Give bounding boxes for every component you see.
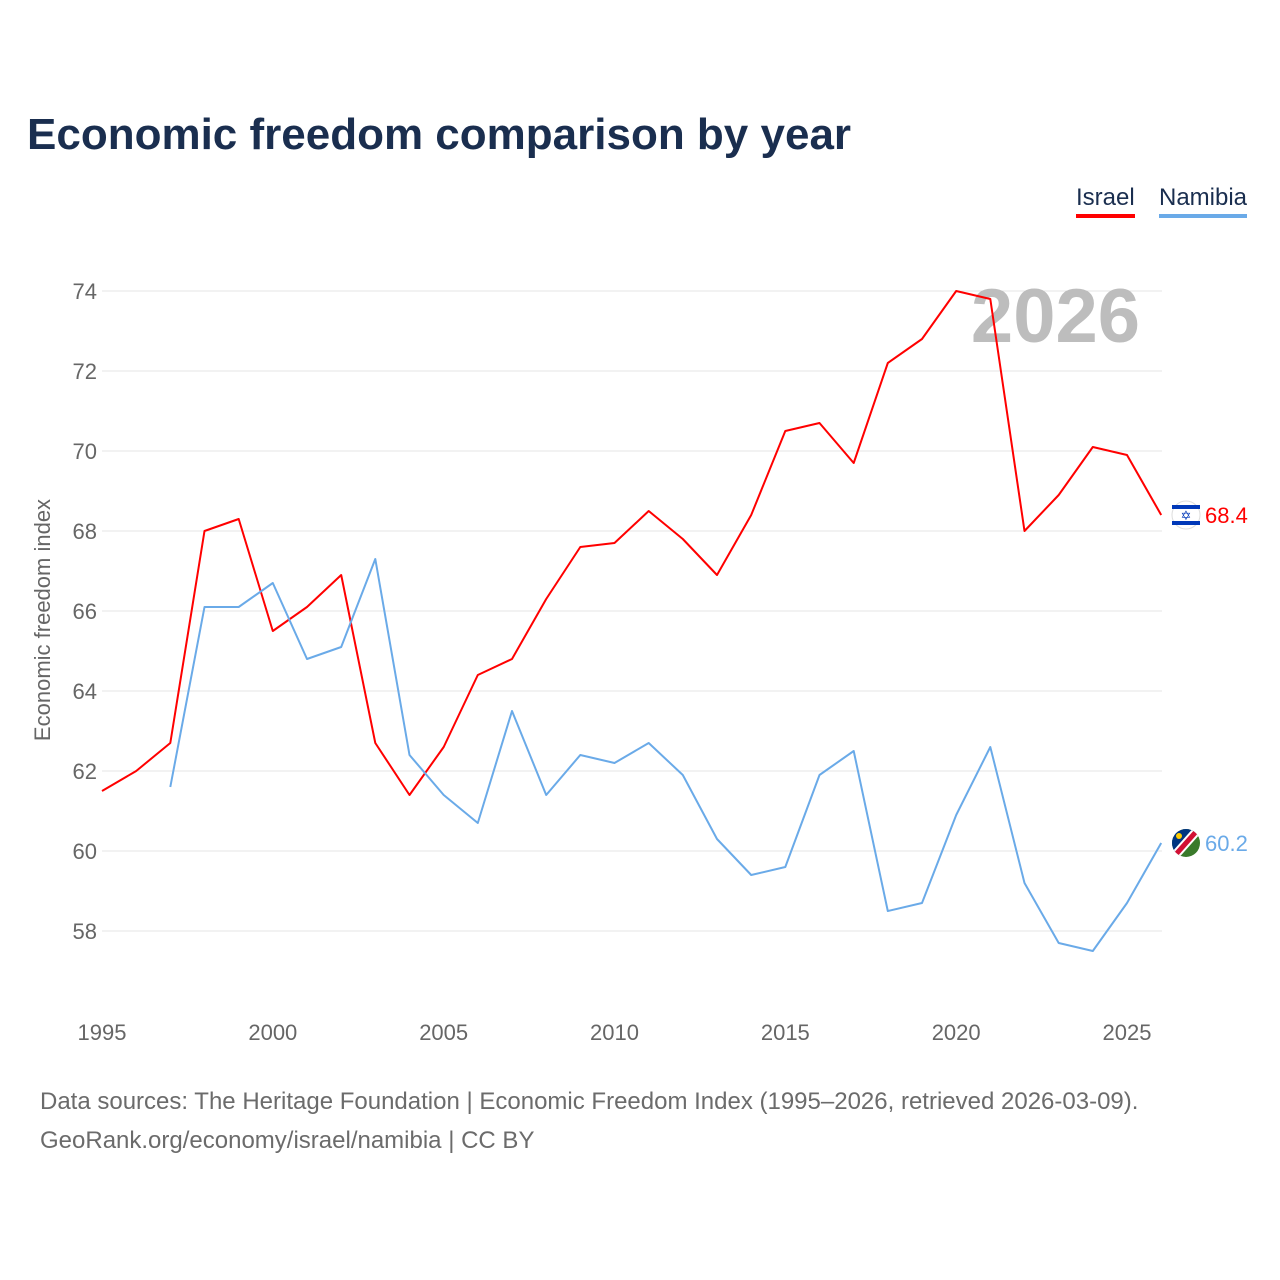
x-tick-label: 2010 bbox=[590, 1020, 639, 1045]
data-point-israel bbox=[646, 508, 652, 514]
data-point-israel bbox=[543, 596, 549, 602]
data-point-israel bbox=[441, 744, 447, 750]
data-point-namibia bbox=[202, 604, 208, 610]
data-point-namibia bbox=[1090, 948, 1096, 954]
data-point-namibia bbox=[817, 772, 823, 778]
data-point-namibia bbox=[1124, 900, 1130, 906]
chart-title: Economic freedom comparison by year bbox=[27, 110, 852, 159]
source-note: Data sources: The Heritage Foundation | … bbox=[40, 1088, 1139, 1115]
x-tick-label: 2020 bbox=[932, 1020, 981, 1045]
data-point-israel bbox=[1158, 512, 1164, 518]
data-point-israel bbox=[202, 528, 208, 534]
data-point-israel bbox=[782, 428, 788, 434]
data-point-israel bbox=[338, 572, 344, 578]
data-point-israel bbox=[817, 420, 823, 426]
data-point-namibia bbox=[1158, 840, 1164, 846]
x-tick-label: 2025 bbox=[1103, 1020, 1152, 1045]
data-point-namibia bbox=[543, 792, 549, 798]
source-link[interactable]: GeoRank.org/economy/israel/namibia | CC … bbox=[40, 1127, 535, 1154]
data-point-israel bbox=[680, 536, 686, 542]
flag-stripe bbox=[1172, 521, 1200, 525]
legend-namibia[interactable]: Namibia bbox=[1159, 184, 1248, 218]
data-point-namibia bbox=[851, 748, 857, 754]
data-point-israel bbox=[612, 540, 618, 546]
data-point-israel bbox=[475, 672, 481, 678]
data-point-israel bbox=[1090, 444, 1096, 450]
y-tick-label: 64 bbox=[73, 679, 97, 704]
year-watermark: 2026 bbox=[971, 274, 1140, 359]
data-point-israel bbox=[1124, 452, 1130, 458]
data-point-namibia bbox=[167, 784, 173, 790]
flag-body bbox=[1172, 829, 1200, 857]
end-value-label-namibia: 60.2 bbox=[1205, 831, 1248, 856]
flag-stripe bbox=[1172, 505, 1200, 509]
data-point-namibia bbox=[680, 772, 686, 778]
y-tick-label: 62 bbox=[73, 759, 97, 784]
series-line-namibia bbox=[169, 558, 1163, 952]
data-point-namibia bbox=[338, 644, 344, 650]
data-point-israel bbox=[167, 740, 173, 746]
data-point-namibia bbox=[612, 760, 618, 766]
y-tick-label: 72 bbox=[73, 359, 97, 384]
data-point-israel bbox=[851, 460, 857, 466]
data-point-namibia bbox=[748, 872, 754, 878]
data-point-namibia bbox=[953, 812, 959, 818]
data-point-israel bbox=[304, 604, 310, 610]
star-of-david: ✡ bbox=[1181, 508, 1192, 523]
data-point-namibia bbox=[236, 604, 242, 610]
data-point-israel bbox=[1056, 492, 1062, 498]
flag-sun bbox=[1176, 833, 1182, 839]
y-axis-label: Economic freedom index bbox=[30, 499, 55, 741]
y-tick-label: 66 bbox=[73, 599, 97, 624]
data-point-namibia bbox=[475, 820, 481, 826]
data-point-israel bbox=[372, 740, 378, 746]
x-tick-label: 1995 bbox=[78, 1020, 127, 1045]
data-point-israel bbox=[919, 336, 925, 342]
series-line-israel bbox=[101, 290, 1163, 796]
data-point-namibia bbox=[714, 836, 720, 842]
x-tick-label: 2000 bbox=[248, 1020, 297, 1045]
data-point-israel bbox=[714, 572, 720, 578]
y-tick-label: 74 bbox=[73, 279, 97, 304]
data-point-israel bbox=[953, 288, 959, 294]
flag-israel-icon: ✡ bbox=[1171, 500, 1201, 530]
data-point-israel bbox=[236, 516, 242, 522]
y-tick-label: 70 bbox=[73, 439, 97, 464]
data-point-namibia bbox=[270, 580, 276, 586]
data-point-israel bbox=[99, 788, 105, 794]
data-point-namibia bbox=[919, 900, 925, 906]
data-point-israel bbox=[885, 360, 891, 366]
data-point-namibia bbox=[1056, 940, 1062, 946]
legend-israel[interactable]: Israel bbox=[1076, 184, 1135, 218]
y-tick-label: 68 bbox=[73, 519, 97, 544]
data-point-namibia bbox=[372, 556, 378, 562]
data-point-israel bbox=[407, 792, 413, 798]
y-tick-label: 60 bbox=[73, 839, 97, 864]
data-point-namibia bbox=[646, 740, 652, 746]
data-point-namibia bbox=[577, 752, 583, 758]
data-point-israel bbox=[270, 628, 276, 634]
data-point-israel bbox=[1022, 528, 1028, 534]
data-point-namibia bbox=[407, 752, 413, 758]
data-point-namibia bbox=[1022, 880, 1028, 886]
flag-namibia-icon bbox=[1172, 829, 1200, 857]
end-value-label-israel: 68.4 bbox=[1205, 503, 1248, 528]
data-point-namibia bbox=[509, 708, 515, 714]
data-point-namibia bbox=[885, 908, 891, 914]
x-tick-label: 2015 bbox=[761, 1020, 810, 1045]
data-point-namibia bbox=[441, 792, 447, 798]
x-tick-label: 2005 bbox=[419, 1020, 468, 1045]
data-point-namibia bbox=[304, 656, 310, 662]
data-point-israel bbox=[987, 296, 993, 302]
data-point-israel bbox=[133, 768, 139, 774]
data-point-israel bbox=[509, 656, 515, 662]
data-point-namibia bbox=[987, 744, 993, 750]
data-point-namibia bbox=[782, 864, 788, 870]
data-point-israel bbox=[748, 512, 754, 518]
y-tick-label: 58 bbox=[73, 919, 97, 944]
data-point-israel bbox=[577, 544, 583, 550]
